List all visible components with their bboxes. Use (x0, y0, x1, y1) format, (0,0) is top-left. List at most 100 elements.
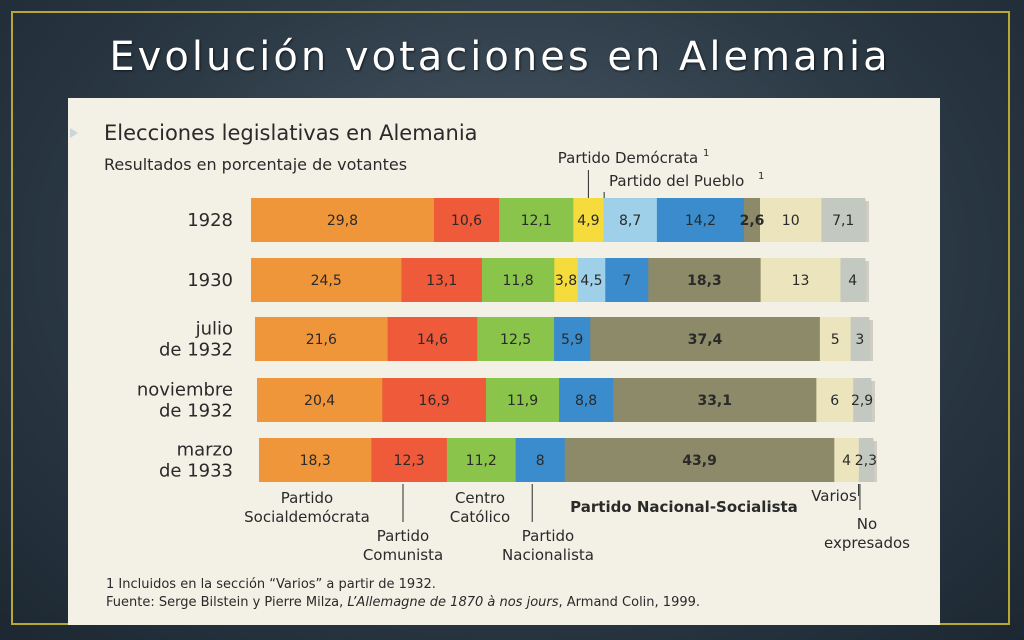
bar-segment (850, 317, 870, 361)
bullet-marker (70, 128, 78, 138)
data-label: 11,9 (507, 393, 538, 409)
data-label: 37,4 (688, 332, 723, 348)
bar-segment (590, 317, 821, 361)
annotation-socialdemocrata: Partido (281, 489, 333, 507)
annotation-varios: Varios (811, 487, 857, 505)
bar-segment (648, 258, 762, 302)
annotation-centro: Centro (455, 489, 505, 507)
chart-figure: Elecciones legislativas en Alemania Resu… (68, 98, 940, 625)
data-label: 4,5 (580, 273, 602, 289)
category-label: marzo (177, 440, 233, 461)
data-label: 5,9 (561, 332, 583, 348)
data-label: 12,1 (521, 213, 552, 229)
stacked-bar-chart: Elecciones legislativas en Alemania Resu… (70, 121, 910, 610)
annotation-comunista: Partido (377, 527, 429, 545)
category-label: julio (195, 319, 233, 340)
bar-segment (613, 378, 817, 422)
data-label: 3 (855, 332, 864, 348)
annotation-no-expresados: expresados (824, 534, 910, 552)
annotation-centro: Católico (450, 508, 510, 526)
data-label: 21,6 (306, 332, 337, 348)
category-label: noviembre (137, 380, 233, 401)
data-label: 3,8 (555, 273, 577, 289)
bar-segment (834, 438, 860, 482)
data-label: 4 (842, 453, 851, 469)
source-title: L’Allemagne de 1870 à nos jours (347, 595, 558, 610)
bar-segment (559, 378, 614, 422)
bar-shadow (869, 320, 873, 361)
bar-segment (760, 198, 822, 242)
annotation-nacional-socialista: Partido Nacional-Socialista (570, 498, 798, 516)
bar-shadow (865, 201, 869, 242)
bar-segment (477, 317, 555, 361)
bar-segment (821, 198, 866, 242)
data-label: 11,8 (503, 273, 534, 289)
bar-segment (577, 258, 606, 302)
footnote-mark: 1 (703, 148, 709, 159)
source-suffix: , Armand Colin, 1999. (559, 595, 701, 610)
annotations-group: PartidoSocialdemócrataPartidoComunistaCe… (244, 148, 910, 564)
annotation-nacionalista: Nacionalista (502, 546, 594, 564)
annotation-no-expresados: No (857, 515, 877, 533)
bar-shadow (865, 261, 869, 302)
bar-segment (382, 378, 487, 422)
bar-segment (840, 258, 866, 302)
category-label: de 1933 (159, 461, 233, 482)
data-label: 10,6 (451, 213, 482, 229)
chart-title: Elecciones legislativas en Alemania (104, 121, 478, 145)
footnote-mark: 1 (758, 171, 764, 182)
bar-segment (603, 198, 658, 242)
data-label: 2,3 (855, 453, 877, 469)
annotation-pueblo: Partido del Pueblo (609, 172, 744, 190)
chart-subtitle: Resultados en porcentaje de votantes (104, 155, 407, 174)
bar-segment (371, 438, 448, 482)
bar-segment (564, 438, 835, 482)
bar-segment (816, 378, 854, 422)
data-label: 18,3 (300, 453, 331, 469)
category-label: 1930 (187, 270, 233, 291)
annotation-nacionalista: Partido (522, 527, 574, 545)
data-label: 7,1 (832, 213, 854, 229)
bar-segment (760, 258, 841, 302)
bar-segment (257, 378, 383, 422)
bar-segment (554, 258, 579, 302)
category-label: 1928 (187, 210, 233, 231)
data-label: 11,2 (466, 453, 497, 469)
bar-segment (573, 198, 604, 242)
bar-segment (387, 317, 478, 361)
bar-segment (515, 438, 566, 482)
data-label: 16,9 (419, 393, 450, 409)
data-label: 8,8 (575, 393, 597, 409)
bar-segment (481, 258, 555, 302)
data-label: 18,3 (687, 273, 722, 289)
bar-segment (853, 378, 872, 422)
annotation-socialdemocrata: Socialdemócrata (244, 508, 370, 526)
data-label: 5 (831, 332, 840, 348)
bar-segment (656, 198, 745, 242)
data-label: 6 (830, 393, 839, 409)
bar-segment (401, 258, 483, 302)
data-label: 10 (782, 213, 800, 229)
data-label: 2,9 (851, 393, 873, 409)
source-note: Fuente: Serge Bilstein y Pierre Milza, L… (106, 595, 700, 610)
bar-segment (433, 198, 500, 242)
data-label: 8,7 (619, 213, 641, 229)
data-label: 14,6 (417, 332, 448, 348)
data-label: 33,1 (697, 393, 732, 409)
data-label: 12,3 (394, 453, 425, 469)
data-label: 13,1 (426, 273, 457, 289)
bar-segment (486, 378, 560, 422)
category-label: de 1932 (159, 401, 233, 422)
data-label: 43,9 (682, 453, 717, 469)
data-label: 4,9 (577, 213, 599, 229)
bar-segment (446, 438, 517, 482)
data-label: 8 (536, 453, 545, 469)
bar-segment (858, 438, 874, 482)
data-label: 12,5 (500, 332, 531, 348)
data-label: 24,5 (311, 273, 342, 289)
bar-segment (744, 198, 761, 242)
data-label: 29,8 (327, 213, 358, 229)
source-prefix: Fuente: Serge Bilstein y Pierre Milza, (106, 595, 347, 610)
data-label: 14,2 (685, 213, 716, 229)
bar-segment (605, 258, 649, 302)
